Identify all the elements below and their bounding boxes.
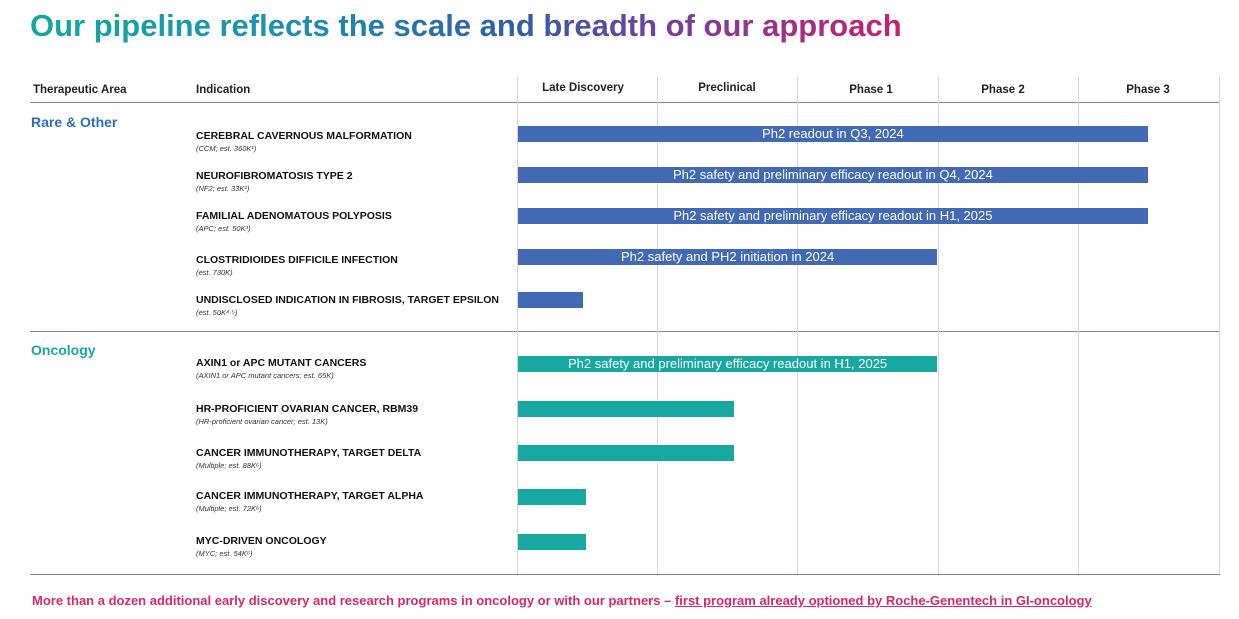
indication-subtext: (CCM; est. 360K¹) [196,144,257,153]
header-indication: Indication [196,84,251,96]
progress-bar: Ph2 safety and PH2 initiation in 2024 [518,249,938,265]
progress-bar: Ph2 readout in Q3, 2024 [518,126,1148,142]
indication-row: CANCER IMMUNOTHERAPY, TARGET ALPHA (Multi… [196,490,424,513]
indication-subtext: (HR-proficient ovarian cancer; est. 13K) [196,417,328,426]
indication-name: HR-PROFICIENT OVARIAN CANCER, RBM39 [196,403,419,415]
header-phase: Late Discovery [542,82,624,94]
header-phase: Phase 3 [1126,84,1170,96]
header-phase: Phase 1 [849,84,893,96]
indication-name: CANCER IMMUNOTHERAPY, TARGET DELTA [196,447,422,459]
phase-column-line [657,76,658,574]
progress-bar [518,534,587,550]
progress-bar [518,445,734,461]
header-phase: Preclinical [698,82,756,94]
indication-subtext: (AXIN1 or APC mutant cancers; est. 65K) [196,371,334,380]
progress-bar [518,401,734,417]
header-therapeutic-area: Therapeutic Area [33,84,127,96]
progress-bar: Ph2 safety and preliminary efficacy read… [518,356,938,372]
progress-bar [518,489,587,505]
indication-row: CANCER IMMUNOTHERAPY, TARGET DELTA (Multi… [196,447,421,470]
footer-note: More than a dozen additional early disco… [32,593,1092,608]
phase-column-line [517,76,518,574]
area-oncology: Oncology [31,342,96,358]
header-divider [30,102,1220,103]
phase-column-line [938,76,939,574]
indication-subtext: (MYC; est. 54K⁶) [196,549,253,558]
indication-row: NEUROFIBROMATOSIS TYPE 2 (NF2; est. 33K²) [196,170,353,193]
indication-name: CLOSTRIDIOIDES DIFFICILE INFECTION [196,254,398,266]
indication-name: FAMILIAL ADENOMATOUS POLYPOSIS [196,210,392,222]
header-phase: Phase 2 [981,84,1025,96]
indication-row: HR-PROFICIENT OVARIAN CANCER, RBM39 (HR-p… [196,403,418,426]
indication-name: UNDISCLOSED INDICATION IN FIBROSIS, TARG… [196,294,499,306]
bottom-divider [30,574,1220,575]
footer-text: More than a dozen additional early disco… [32,593,675,608]
indication-row: CEREBRAL CAVERNOUS MALFORMATION (CCM; est… [196,130,412,153]
indication-subtext: (NF2; est. 33K²) [196,184,250,193]
progress-bar: Ph2 safety and preliminary efficacy read… [518,208,1148,224]
indication-subtext: (APC; est. 50K³) [196,224,251,233]
indication-name: NEUROFIBROMATOSIS TYPE 2 [196,170,353,182]
footer-link[interactable]: first program already optioned by Roche-… [674,593,1092,608]
phase-column-line [1219,76,1220,574]
indication-subtext: (Multiple; est. 88K⁶) [196,461,262,470]
indication-row: CLOSTRIDIOIDES DIFFICILE INFECTION (est. … [196,254,398,277]
page-title: Our pipeline reflects the scale and brea… [30,8,902,43]
progress-bar [518,292,584,308]
indication-row: AXIN1 or APC MUTANT CANCERS (AXIN1 or APC… [196,357,366,380]
indication-name: CANCER IMMUNOTHERAPY, TARGET ALPHA [196,490,424,502]
phase-column-line [797,76,798,574]
indication-name: MYC-DRIVEN ONCOLOGY [196,535,327,547]
indication-row: FAMILIAL ADENOMATOUS POLYPOSIS (APC; est.… [196,210,392,233]
indication-name: CEREBRAL CAVERNOUS MALFORMATION [196,130,412,142]
indication-row: MYC-DRIVEN ONCOLOGY (MYC; est. 54K⁶) [196,535,327,558]
section-divider [30,331,1220,332]
indication-subtext: (est. 50K⁴·⁵) [196,308,238,317]
indication-subtext: (est. 730K) [196,268,233,277]
phase-column-line [1078,76,1079,574]
indication-subtext: (Multiple; est. 72K⁶) [196,504,262,513]
indication-row: UNDISCLOSED INDICATION IN FIBROSIS, TARG… [196,294,499,317]
progress-bar: Ph2 safety and preliminary efficacy read… [518,167,1148,183]
indication-name: AXIN1 or APC MUTANT CANCERS [196,357,367,369]
area-rare-other: Rare & Other [31,114,118,130]
